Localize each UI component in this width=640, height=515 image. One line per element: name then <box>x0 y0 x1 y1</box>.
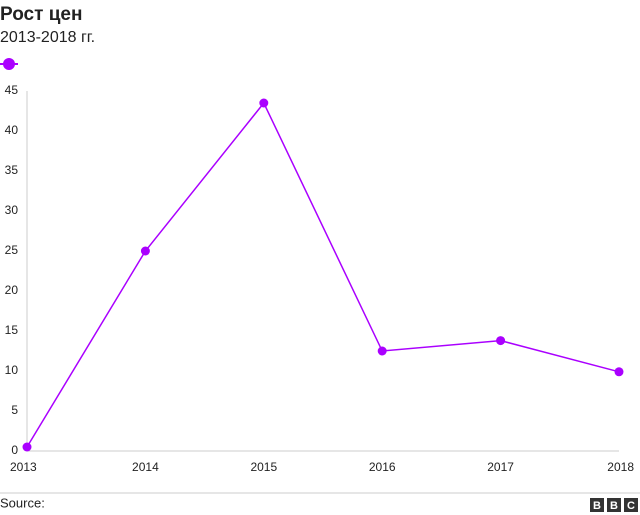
logo-letter: B <box>593 500 601 512</box>
x-tick-label: 2016 <box>369 460 396 474</box>
series-line <box>26 101 620 448</box>
y-tick-label: 40 <box>5 123 19 137</box>
x-tick-label: 2014 <box>132 460 159 474</box>
source: Source: <box>0 495 45 510</box>
y-tick-label: 35 <box>5 163 19 177</box>
point <box>140 246 150 256</box>
logo-letter: C <box>627 500 635 512</box>
x-tick-label: 2018 <box>607 460 634 474</box>
chart-title: Рост цен <box>0 4 82 25</box>
logo-letter: B <box>610 500 618 512</box>
logo-box <box>607 498 621 512</box>
point <box>259 98 269 108</box>
logo-box <box>590 498 604 512</box>
point <box>496 336 506 346</box>
y-tick-label: 30 <box>5 203 19 217</box>
point <box>377 346 387 356</box>
point <box>22 442 32 452</box>
logo: B B C <box>590 498 638 512</box>
chart-subtitle: 2013-2018 гг. <box>0 29 95 46</box>
y-tick-label: 20 <box>5 283 19 297</box>
y-tick-label: 15 <box>5 323 19 337</box>
x-tick-label: 2013 <box>10 460 37 474</box>
y-tick-label: 5 <box>11 403 18 417</box>
legend-marker <box>3 58 15 70</box>
y-tick-label: 0 <box>11 443 18 457</box>
y-tick-label: 25 <box>5 243 19 257</box>
logo-box <box>624 498 638 512</box>
y-tick-label: 10 <box>5 363 19 377</box>
x-tick-label: 2015 <box>250 460 277 474</box>
x-tick-label: 2017 <box>487 460 514 474</box>
point <box>614 367 624 377</box>
y-tick-label: 45 <box>5 83 19 97</box>
